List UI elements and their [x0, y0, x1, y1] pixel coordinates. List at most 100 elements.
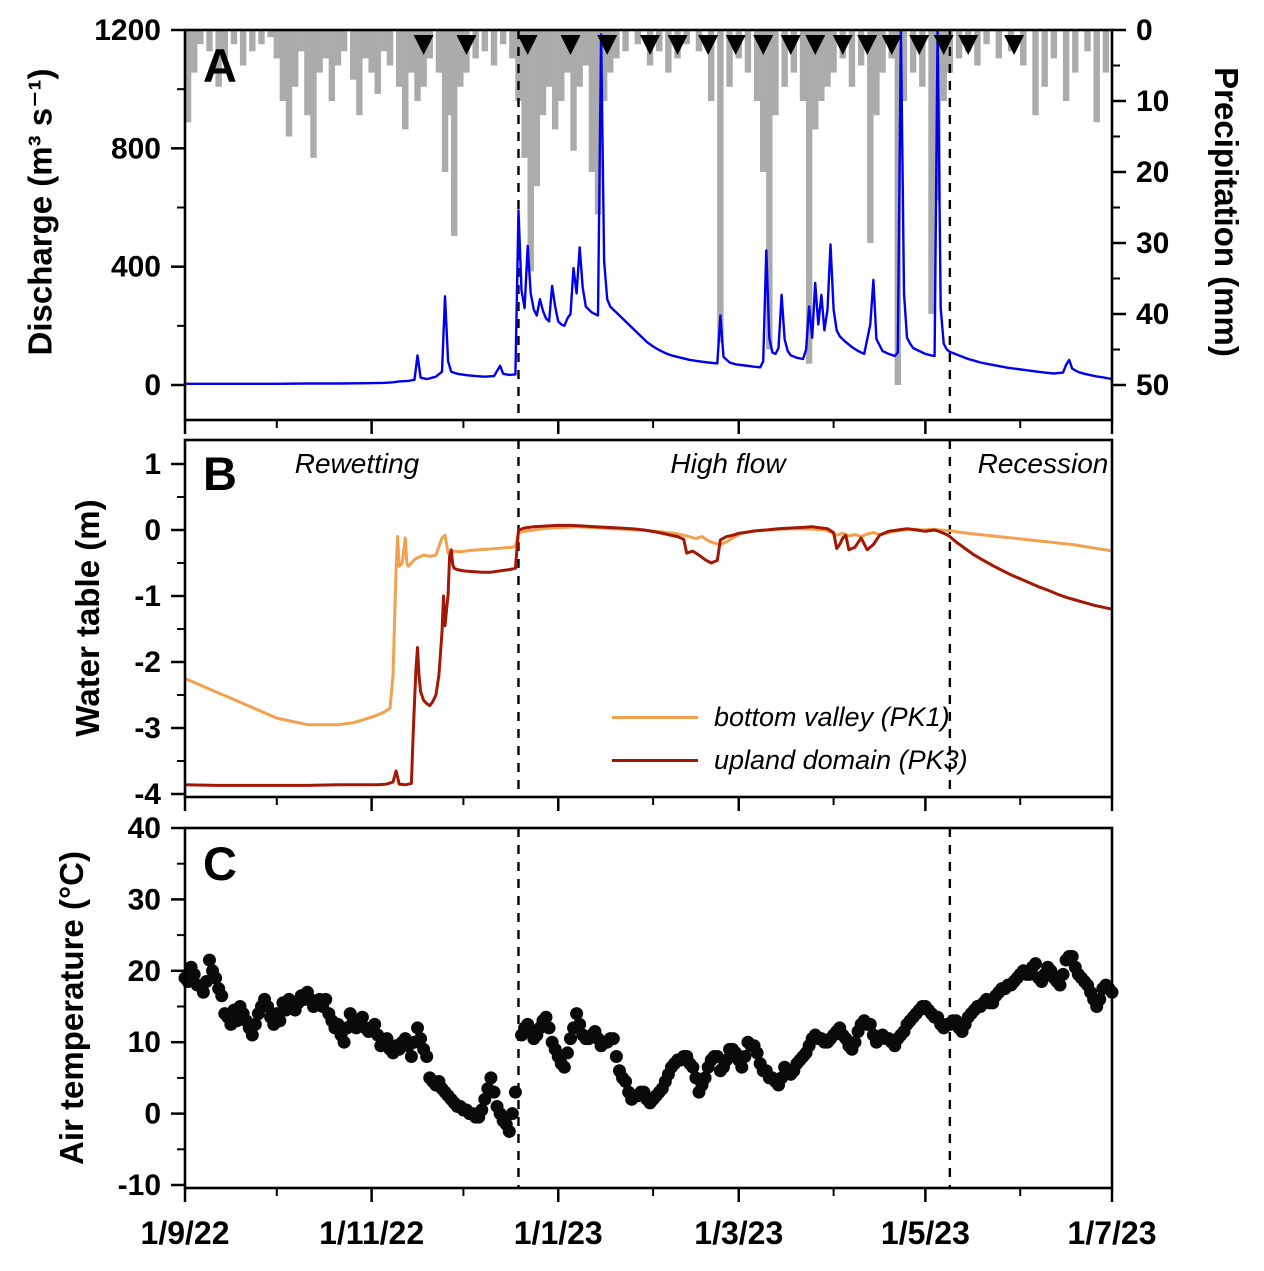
- temperature-dot: [261, 1000, 275, 1013]
- precip-bar: [545, 30, 553, 87]
- precip-bar: [613, 30, 620, 59]
- precip-bar: [533, 30, 541, 187]
- temperature-dot: [404, 1049, 418, 1063]
- temperature-dot: [505, 1107, 519, 1121]
- precip-bar: [909, 30, 917, 73]
- air-temperature-tick-label: -10: [118, 1169, 161, 1202]
- precip-bar: [867, 30, 874, 243]
- precip-bar: [1050, 30, 1058, 59]
- precipitation-tick-label: 0: [1136, 14, 1153, 47]
- precip-bar: [481, 30, 489, 52]
- air-temperature-tick-label: 20: [128, 955, 161, 988]
- legend-label-pk1: bottom valley (PK1): [714, 702, 950, 732]
- sampling-date-marker: [780, 35, 801, 55]
- precip-bar: [310, 30, 317, 158]
- sampling-date-marker: [640, 35, 661, 55]
- precip-bar: [267, 30, 274, 38]
- precip-bar: [781, 30, 788, 87]
- discharge-tick-label: 400: [111, 251, 161, 284]
- temperature-dot: [539, 1010, 553, 1024]
- temperature-dot: [475, 1103, 489, 1117]
- precip-bar: [576, 30, 583, 87]
- precip-bar: [414, 30, 421, 101]
- precip-bar: [285, 30, 293, 137]
- water-table-tick-label: -3: [134, 712, 161, 745]
- precip-bar: [955, 30, 963, 59]
- precip-bar: [374, 30, 381, 94]
- precip-bar: [291, 30, 299, 87]
- temperature-dot: [848, 1035, 862, 1049]
- precip-bar: [744, 30, 752, 73]
- temperature-dot: [484, 1071, 498, 1085]
- precip-bar: [441, 30, 449, 172]
- precip-bar: [607, 30, 614, 73]
- sampling-date-marker: [413, 35, 434, 55]
- panel-a-frame: [183, 28, 1114, 422]
- sampling-date-marker: [958, 35, 979, 55]
- temperature-dot: [420, 1049, 434, 1063]
- sampling-date-marker: [832, 35, 853, 55]
- air-temperature-tick-label: 0: [144, 1098, 161, 1131]
- panel-a-letter: A: [203, 39, 237, 92]
- precip-bar: [1102, 30, 1110, 73]
- precip-bar: [656, 30, 663, 52]
- precip-bar: [551, 30, 559, 130]
- legend-label-pk3: upland domain (PK3): [714, 745, 968, 775]
- precip-bar: [622, 30, 629, 52]
- precip-bar: [708, 30, 715, 101]
- precip-bar: [304, 30, 311, 116]
- precip-bar: [509, 30, 516, 59]
- precip-bar: [753, 30, 761, 101]
- panel-b: 1 0 -1 -2 -3 -4: [134, 438, 1114, 811]
- temperature-dot: [720, 1053, 734, 1067]
- precip-bar: [983, 30, 990, 45]
- precip-bar: [499, 30, 507, 45]
- precip-bar: [350, 30, 357, 80]
- x-tick-label: 1/3/23: [694, 1215, 783, 1251]
- precip-bar: [420, 30, 427, 87]
- precip-bar: [395, 30, 403, 87]
- sampling-date-marker: [909, 35, 930, 55]
- precip-bar: [184, 30, 192, 123]
- legend-row-pk1: bottom valley (PK1): [612, 702, 968, 733]
- precip-bar: [582, 30, 589, 66]
- discharge-tick-label: 0: [144, 369, 161, 402]
- water-table-legend: bottom valley (PK1) upland domain (PK3): [612, 702, 968, 776]
- panel-b-letter: B: [203, 447, 237, 500]
- pk1-line: [184, 525, 1113, 727]
- precip-bar: [368, 30, 375, 73]
- precip-bar: [215, 30, 222, 87]
- temperature-dot: [273, 1014, 287, 1028]
- temperature-dot: [609, 1049, 623, 1063]
- temperature-dot: [196, 985, 210, 999]
- water-table-axis-title: Water table (m): [69, 499, 106, 737]
- precip-bar: [790, 30, 798, 73]
- precip-bar: [995, 30, 1003, 59]
- water-table-tick-label: -4: [134, 778, 161, 811]
- sampling-date-marker: [1004, 35, 1025, 55]
- precip-bar: [239, 30, 247, 66]
- precip-bar: [527, 30, 534, 272]
- water-table-tick-label: -1: [134, 580, 161, 613]
- precipitation-tick-label: 30: [1136, 227, 1169, 260]
- discharge-axis-title: Discharge (m³ s⁻¹): [21, 68, 59, 356]
- temperature-dot: [202, 953, 216, 967]
- precipitation-tick-label: 20: [1136, 156, 1169, 189]
- water-table-tick-label: -2: [134, 646, 161, 679]
- precip-bar: [760, 30, 767, 172]
- precip-bar: [928, 30, 935, 314]
- temperature-dot: [508, 1085, 522, 1099]
- precip-bar: [812, 30, 819, 130]
- temperature-dot: [1056, 967, 1070, 981]
- discharge-line: [185, 28, 1113, 385]
- precip-bar: [386, 30, 394, 66]
- temperature-dot: [478, 1092, 492, 1106]
- precip-bar: [974, 30, 981, 66]
- precip-bar: [558, 30, 565, 101]
- precip-bar: [457, 30, 464, 87]
- temperature-dot: [355, 1010, 369, 1024]
- precip-bar: [279, 30, 287, 101]
- temperature-dot: [738, 1049, 752, 1063]
- precip-bar: [298, 30, 305, 52]
